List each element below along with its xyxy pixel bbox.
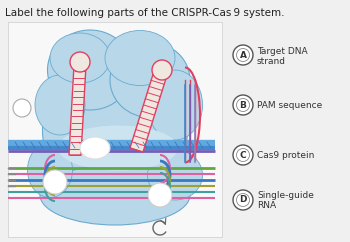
Text: Cas9 protein: Cas9 protein xyxy=(257,151,314,159)
Circle shape xyxy=(237,194,250,206)
Circle shape xyxy=(233,95,253,115)
Circle shape xyxy=(237,98,250,112)
Circle shape xyxy=(233,190,253,210)
Text: A: A xyxy=(239,51,246,60)
Ellipse shape xyxy=(147,70,203,140)
Circle shape xyxy=(13,99,31,117)
Ellipse shape xyxy=(80,137,110,159)
Circle shape xyxy=(43,170,67,194)
Ellipse shape xyxy=(28,143,72,197)
Circle shape xyxy=(152,60,172,80)
Circle shape xyxy=(233,145,253,165)
Polygon shape xyxy=(130,68,168,152)
Ellipse shape xyxy=(35,75,85,135)
Ellipse shape xyxy=(48,30,133,110)
Circle shape xyxy=(237,149,250,161)
Text: Target DNA: Target DNA xyxy=(257,46,308,55)
Ellipse shape xyxy=(50,33,110,83)
Circle shape xyxy=(233,45,253,65)
Text: D: D xyxy=(239,196,247,204)
Ellipse shape xyxy=(42,53,188,207)
Circle shape xyxy=(148,183,172,207)
Text: Label the following parts of the CRISPR-Cas 9 system.: Label the following parts of the CRISPR-… xyxy=(5,8,285,18)
Ellipse shape xyxy=(40,165,190,225)
Circle shape xyxy=(70,52,90,72)
Text: B: B xyxy=(239,100,246,109)
Bar xyxy=(8,22,222,237)
Circle shape xyxy=(237,48,250,61)
Ellipse shape xyxy=(147,150,203,200)
Ellipse shape xyxy=(58,126,178,171)
Text: C: C xyxy=(240,151,246,159)
Text: RNA: RNA xyxy=(257,202,276,211)
Ellipse shape xyxy=(105,30,175,85)
Ellipse shape xyxy=(110,43,190,118)
Text: PAM sequence: PAM sequence xyxy=(257,100,322,109)
Text: Single-guide: Single-guide xyxy=(257,191,314,201)
Polygon shape xyxy=(69,65,86,155)
Text: strand: strand xyxy=(257,56,286,66)
